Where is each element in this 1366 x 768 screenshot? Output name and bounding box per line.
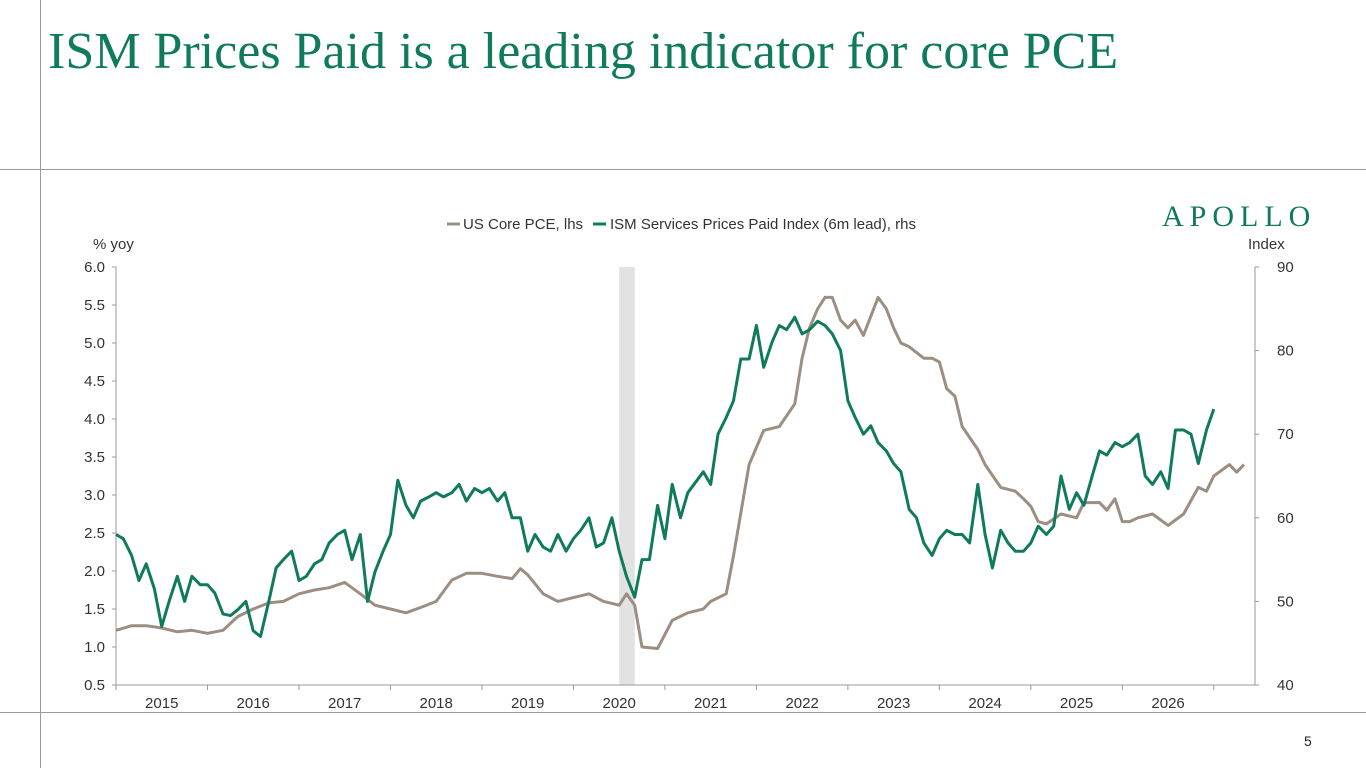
left-border-line (40, 0, 41, 768)
legend: US Core PCE, lhs ISM Services Prices Pai… (447, 216, 916, 233)
left-tick-label: 0.5 (84, 677, 105, 694)
page-number: 5 (1304, 733, 1312, 749)
x-tick-label: 2025 (1060, 695, 1093, 712)
left-tick-label: 3.5 (84, 449, 105, 466)
series-line-ism-prices-paid (115, 315, 1216, 638)
legend-label-pce: US Core PCE, lhs (463, 216, 583, 233)
x-tick-label: 2017 (328, 695, 361, 712)
series-layer (115, 295, 1246, 650)
left-tick-label: 5.5 (84, 297, 105, 314)
slide-title: ISM Prices Paid is a leading indicator f… (48, 23, 1119, 80)
x-tick-label: 2020 (602, 695, 635, 712)
title-divider-line (0, 169, 1366, 170)
x-tick-label: 2019 (511, 695, 544, 712)
left-axis-title: % yoy (93, 236, 134, 253)
x-tick-label: 2023 (877, 695, 910, 712)
x-tick-label: 2015 (145, 695, 178, 712)
recession-shading-layer (619, 267, 635, 685)
right-tick-label: 80 (1277, 343, 1294, 360)
axes-layer: 0.5 1.0 1.5 2.0 2.5 3.0 3.5 4.0 4.5 5.0 5.5 6.0 40 50… (84, 259, 1294, 712)
right-tick-label: 40 (1277, 677, 1294, 694)
x-tick-label: 2018 (420, 695, 453, 712)
left-tick-label: 3.0 (84, 487, 105, 504)
left-tick-label: 4.5 (84, 373, 105, 390)
left-tick-label: 1.5 (84, 601, 105, 618)
right-tick-label: 70 (1277, 426, 1294, 443)
right-tick-label: 50 (1277, 593, 1294, 610)
x-tick-label: 2021 (694, 695, 727, 712)
x-tick-label: 2022 (785, 695, 818, 712)
right-axis-title: Index (1248, 236, 1285, 253)
apollo-logo: APOLLO (1162, 200, 1317, 233)
x-tick-label: 2024 (968, 695, 1001, 712)
x-tick-label: 2026 (1151, 695, 1184, 712)
x-tick-label: 2016 (237, 695, 270, 712)
left-tick-label: 6.0 (84, 259, 105, 276)
left-tick-label: 2.5 (84, 525, 105, 542)
right-tick-label: 90 (1277, 259, 1294, 276)
recession-band (619, 267, 635, 685)
left-tick-label: 1.0 (84, 639, 105, 656)
series-line-us-core-pce (115, 295, 1246, 650)
left-tick-label: 5.0 (84, 335, 105, 352)
left-tick-label: 4.0 (84, 411, 105, 428)
legend-label-ism: ISM Services Prices Paid Index (6m lead)… (610, 216, 916, 233)
footer-divider-line (0, 712, 1366, 713)
right-tick-label: 60 (1277, 510, 1294, 527)
left-tick-label: 2.0 (84, 563, 105, 580)
